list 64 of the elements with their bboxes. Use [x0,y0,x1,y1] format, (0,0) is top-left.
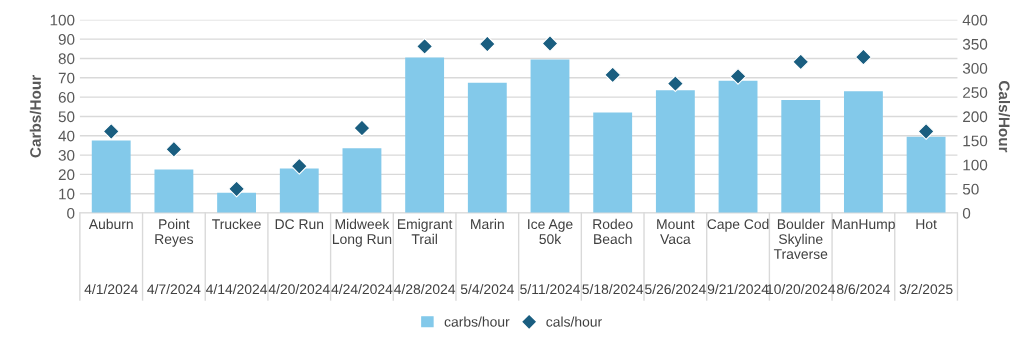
category-label: Midweek Long Run 4/24/2024 [331,218,393,295]
category-label: DC Run 4/20/2024 [268,219,330,295]
y-axis-title: Carbs/Hour [29,75,42,158]
y-tick-label: 40 [58,130,75,142]
bar [593,112,633,214]
y-tick-label: 10 [59,188,75,200]
point [792,53,810,71]
point [478,35,496,53]
category-label: Hot 3/2/2025 [899,219,953,295]
point [416,37,434,55]
y-tick-label: 30 [58,149,75,161]
point [855,48,872,66]
y-tick-label: 50 [58,111,75,123]
y2-tick-label: 200 [963,111,988,123]
y-tick-label: 0 [67,207,75,219]
category-label: Cape Cod 9/21/2024 [707,218,769,295]
point [666,75,684,93]
y-tick-label: 80 [58,53,75,65]
point [541,35,559,52]
category-label: Auburn 4/1/2024 [84,218,138,295]
y2-tick-label: 400 [962,14,988,26]
y-tick-label: 90 [58,34,75,45]
y-tick-label: 20 [58,169,75,181]
bar [530,59,570,214]
y-tick-label: 70 [58,72,75,84]
bar [342,148,382,214]
point [729,67,747,85]
category-label: Emigrant Trail 4/28/2024 [394,218,456,295]
category-label: Marin 5/4/2024 [460,218,514,295]
y2-tick-label: 150 [963,135,988,147]
y2-axis-title: Cals/Hour [998,81,1011,153]
point [353,119,371,137]
bar [279,168,319,214]
category-label: Mount Vaca 5/26/2024 [645,219,706,295]
bar [843,91,883,214]
bar [217,192,257,214]
y2-tick-label: 100 [963,159,988,171]
bar [718,80,758,214]
bar [154,169,194,214]
legend-label: carbs/hour [444,316,510,327]
point [102,123,120,140]
point [165,140,183,158]
y-tick-label: 60 [58,92,75,103]
y2-tick-label: 250 [963,87,988,98]
point [917,123,935,140]
bar [906,136,946,214]
category-label: Rodeo Beach 5/18/2024 [582,218,644,295]
category-label: Truckee 4/14/2024 [206,218,268,295]
bar [405,57,445,214]
y2-tick-label: 300 [962,63,988,74]
y2-tick-label: 0 [962,207,971,219]
point [604,66,622,84]
y2-tick-label: 50 [962,183,979,195]
y-tick-label: 100 [50,14,75,26]
bar [467,82,507,214]
bar [91,140,131,214]
category-label: Ice Age 50k 5/11/2024 [520,219,580,295]
bar [655,90,695,214]
point [228,180,245,198]
y2-tick-label: 350 [962,38,988,50]
point [290,157,308,175]
legend-label: cals/hour [546,316,602,327]
category-label: Point Reyes 4/7/2024 [147,218,201,295]
bar [781,100,821,214]
